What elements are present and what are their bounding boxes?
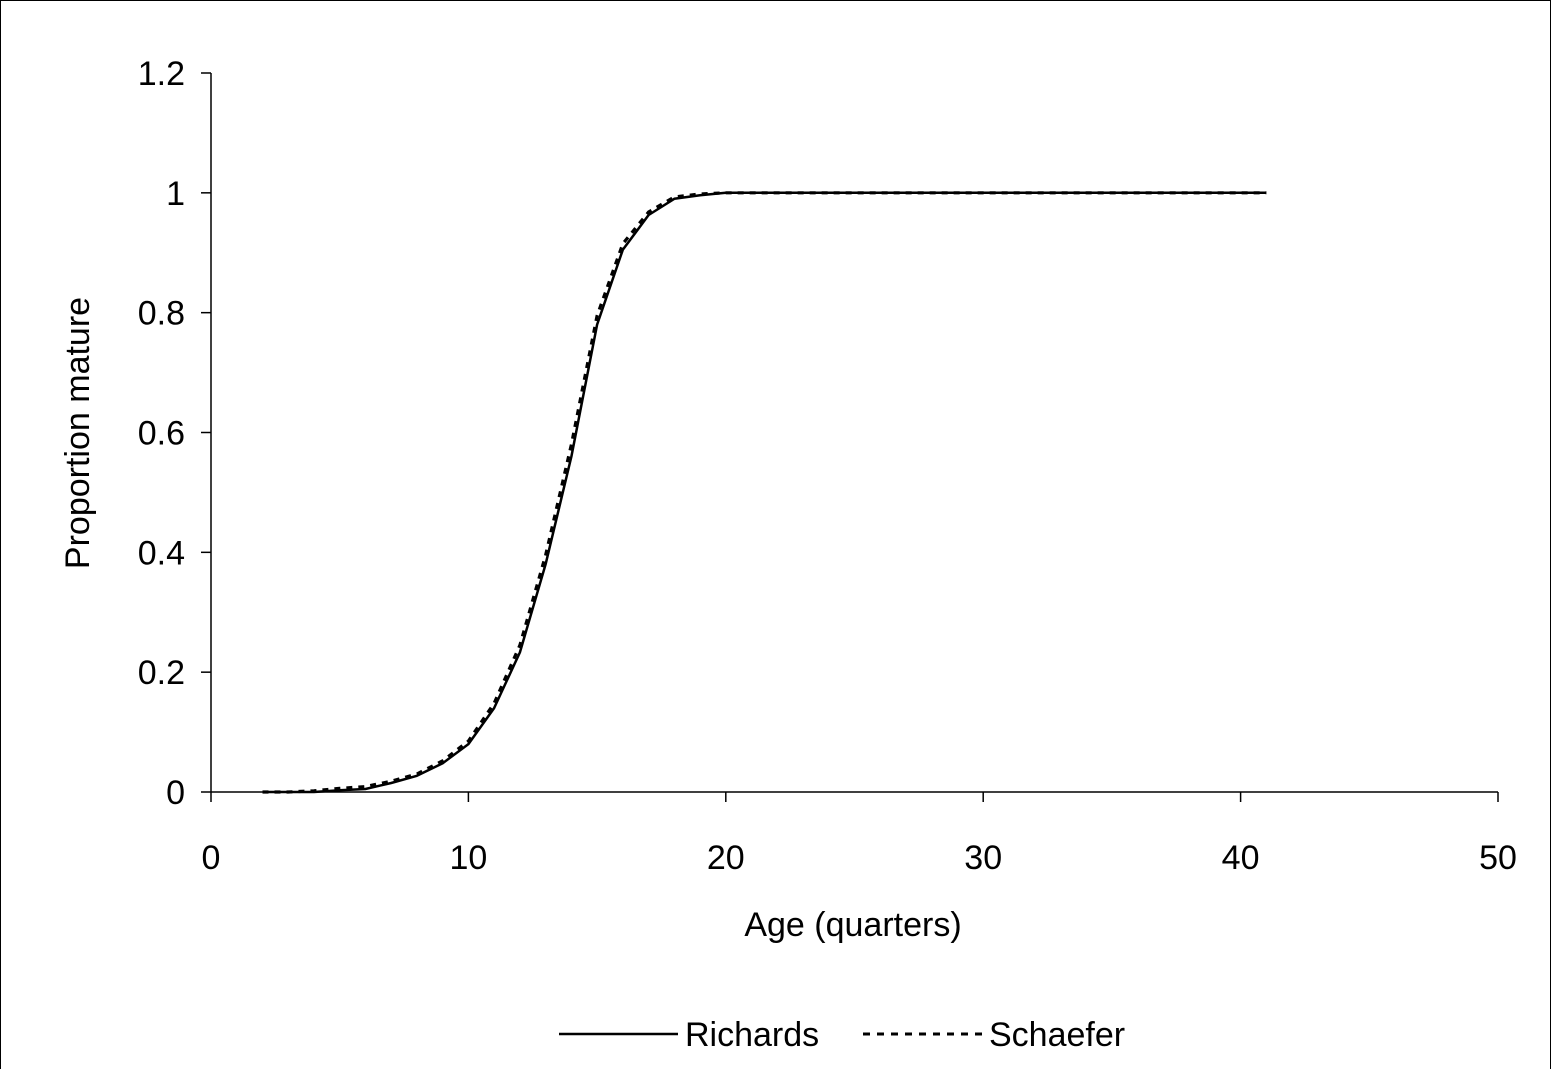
series-layer <box>262 191 1267 794</box>
y-tick-label: 1 <box>166 175 185 213</box>
x-tick-label: 10 <box>449 839 487 877</box>
x-axis: 0 10 20 30 40 50 <box>202 791 1517 877</box>
legend-label-schaefer: Schaefer <box>989 1016 1125 1054</box>
legend-label-richards: Richards <box>685 1016 819 1054</box>
y-tick-label: 0.2 <box>138 654 185 692</box>
y-tick-label: 1.2 <box>138 55 185 93</box>
y-tick-label: 0.8 <box>138 295 185 333</box>
x-axis-title: Age (quarters) <box>744 906 961 944</box>
x-tick-label: 40 <box>1222 839 1260 877</box>
x-tick-label: 50 <box>1479 839 1517 877</box>
y-tick-label: 0 <box>166 774 185 812</box>
legend: Richards Schaefer <box>559 1016 1125 1054</box>
series-line-richards <box>262 191 1267 794</box>
x-tick-label: 0 <box>202 839 221 877</box>
series-line-schaefer <box>262 191 1267 794</box>
y-axis: 0 0.2 0.4 0.6 0.8 1 1.2 <box>138 55 212 812</box>
x-tick-label: 20 <box>707 839 745 877</box>
x-tick-label: 30 <box>964 839 1002 877</box>
y-tick-label: 0.4 <box>138 534 185 572</box>
y-axis-title: Proportion mature <box>59 297 97 569</box>
y-tick-label: 0.6 <box>138 415 185 453</box>
